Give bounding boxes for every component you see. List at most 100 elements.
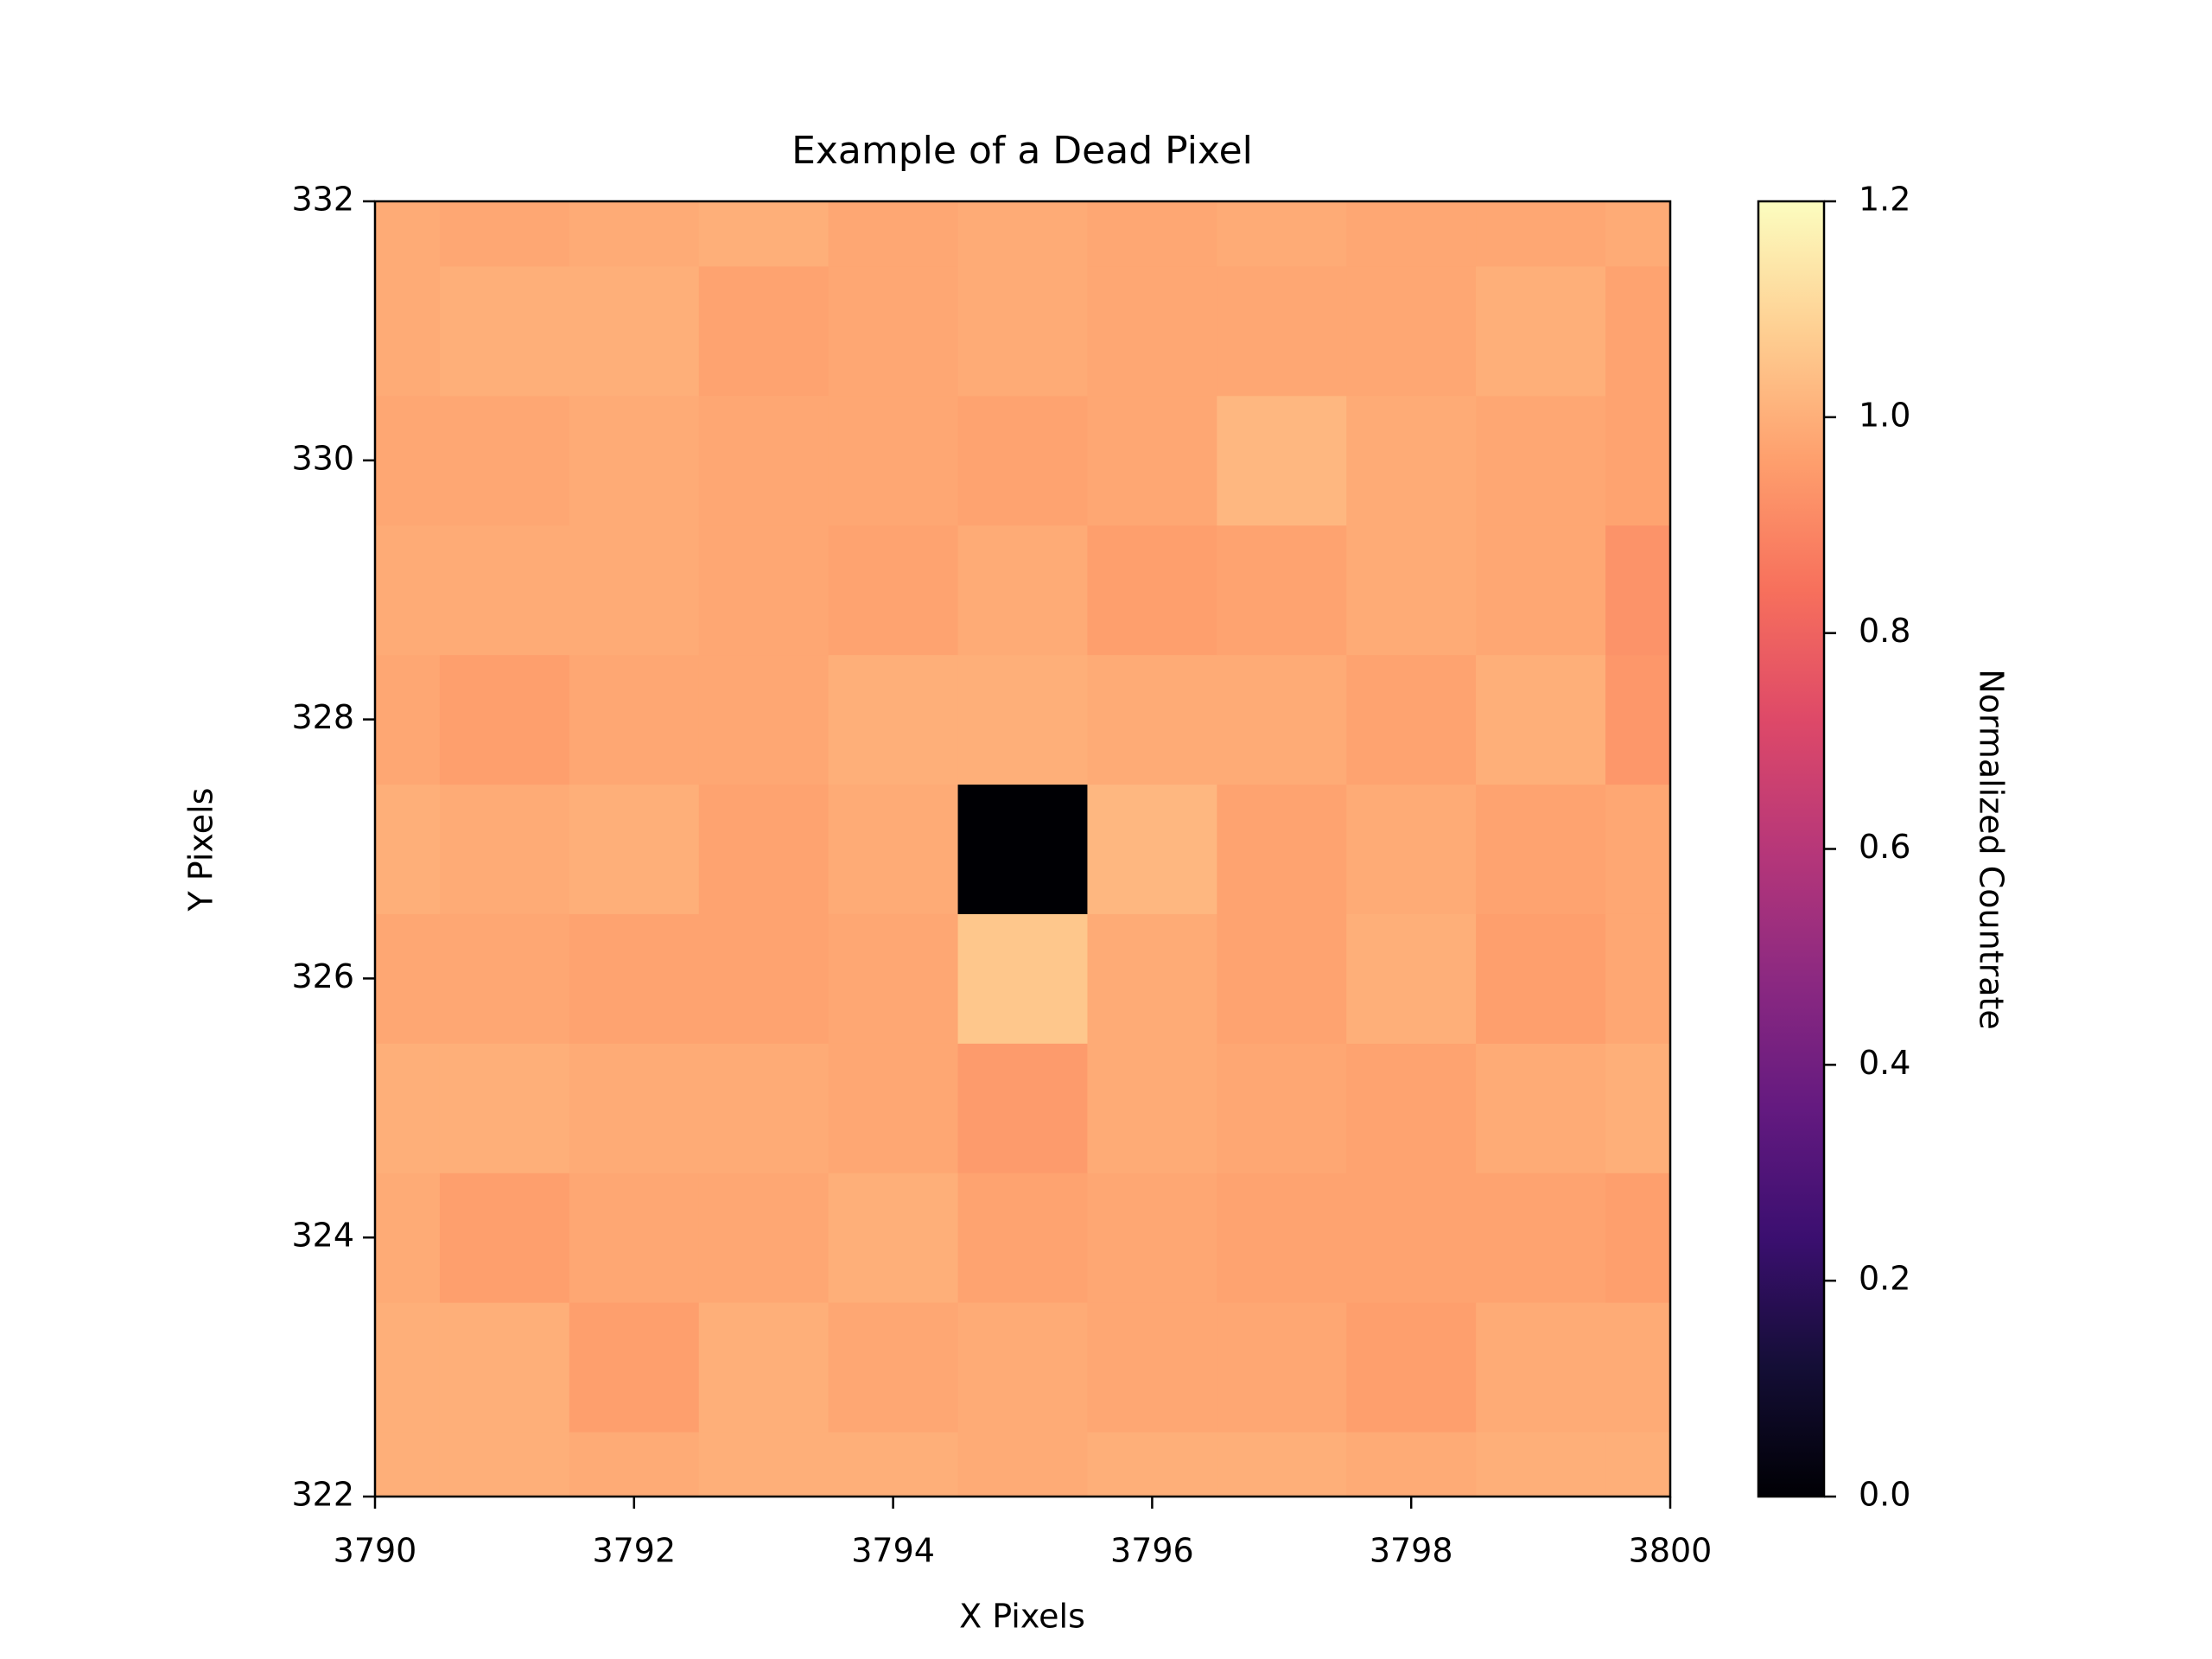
cell: [1605, 784, 1670, 914]
cell: [828, 1173, 959, 1303]
cell: [439, 913, 570, 1044]
cell: [1217, 1043, 1347, 1173]
cell: [1087, 1432, 1217, 1497]
cell: [957, 913, 1088, 1044]
cell: [1476, 654, 1606, 785]
cell: [569, 1043, 700, 1173]
cell: [698, 913, 830, 1044]
y-axis-label: Y Pixels: [182, 788, 220, 912]
cell: [698, 395, 830, 526]
cell: [375, 395, 441, 526]
colorbar-tick-label: 1.0: [1859, 396, 1910, 434]
chart-title: Example of a Dead Pixel: [791, 129, 1253, 173]
cell: [569, 1432, 700, 1497]
y-tick-label: 330: [291, 439, 354, 477]
cell: [439, 1302, 570, 1433]
cell: [1346, 524, 1477, 656]
cell: [957, 784, 1088, 914]
cell: [1087, 201, 1217, 267]
cell: [1476, 265, 1606, 397]
cell: [439, 1043, 570, 1173]
cell: [957, 265, 1088, 397]
cell: [1476, 201, 1606, 267]
cell: [1605, 524, 1670, 656]
cell: [698, 1302, 830, 1433]
y-tick-label: 326: [291, 957, 354, 995]
cell: [439, 265, 570, 397]
cell: [828, 654, 959, 785]
cell: [1217, 1173, 1347, 1303]
cell: [1605, 201, 1670, 267]
x-tick-label: 3796: [1110, 1532, 1194, 1570]
cell: [698, 524, 830, 656]
cell: [1217, 201, 1347, 267]
cell: [1217, 784, 1347, 914]
cell: [1605, 395, 1670, 526]
colorbar-tick-label: 1.2: [1859, 181, 1910, 219]
cell: [1087, 1173, 1217, 1303]
cell: [1605, 265, 1670, 397]
cell: [828, 913, 959, 1044]
cell: [1087, 784, 1217, 914]
y-tick-label: 322: [291, 1476, 354, 1514]
cell: [1217, 395, 1347, 526]
cell: [698, 784, 830, 914]
cell: [1217, 913, 1347, 1044]
cell: [1476, 1302, 1606, 1433]
cell: [1476, 1432, 1606, 1497]
cell: [375, 1432, 441, 1497]
cell: [1346, 201, 1477, 267]
cell: [698, 265, 830, 397]
cell: [375, 265, 441, 397]
cell: [957, 524, 1088, 656]
cell: [698, 201, 830, 267]
cell: [1605, 1043, 1670, 1173]
cell: [1217, 1432, 1347, 1497]
cell: [1476, 913, 1606, 1044]
cell: [375, 524, 441, 656]
cell: [1346, 1043, 1477, 1173]
cell: [1217, 654, 1347, 785]
cell: [828, 265, 959, 397]
colorbar-label: Normalized Countrate: [1973, 669, 2011, 1030]
cell: [1605, 1302, 1670, 1433]
cell: [1346, 784, 1477, 914]
cell: [1346, 654, 1477, 785]
cell: [569, 784, 700, 914]
cell: [957, 201, 1088, 267]
cell: [569, 201, 700, 267]
cell: [957, 654, 1088, 785]
cell: [569, 1173, 700, 1303]
colorbar-tick-label: 0.2: [1859, 1260, 1910, 1298]
cell: [1346, 1173, 1477, 1303]
cell: [1217, 524, 1347, 656]
colorbar-tick-label: 0.0: [1859, 1476, 1910, 1514]
cell: [828, 201, 959, 267]
cell: [1087, 1043, 1217, 1173]
x-tick-label: 3790: [334, 1532, 417, 1570]
y-tick-label: 332: [291, 181, 354, 219]
cell: [375, 913, 441, 1044]
cell: [698, 1173, 830, 1303]
cell: [375, 1043, 441, 1173]
cell: [698, 1043, 830, 1173]
cell: [1476, 524, 1606, 656]
cell: [439, 1173, 570, 1303]
cell: [957, 1432, 1088, 1497]
x-tick-label: 3798: [1370, 1532, 1453, 1570]
cell: [439, 654, 570, 785]
cell: [698, 654, 830, 785]
cell: [1476, 1173, 1606, 1303]
cell: [1217, 1302, 1347, 1433]
cell: [569, 913, 700, 1044]
cell: [1346, 395, 1477, 526]
cell: [1476, 784, 1606, 914]
x-tick-label: 3792: [592, 1532, 676, 1570]
cell: [1346, 265, 1477, 397]
cell: [1346, 913, 1477, 1044]
colorbar-tick-label: 0.6: [1859, 828, 1910, 866]
cell: [375, 201, 441, 267]
cell: [957, 395, 1088, 526]
cell: [1605, 1432, 1670, 1497]
cell: [1087, 913, 1217, 1044]
